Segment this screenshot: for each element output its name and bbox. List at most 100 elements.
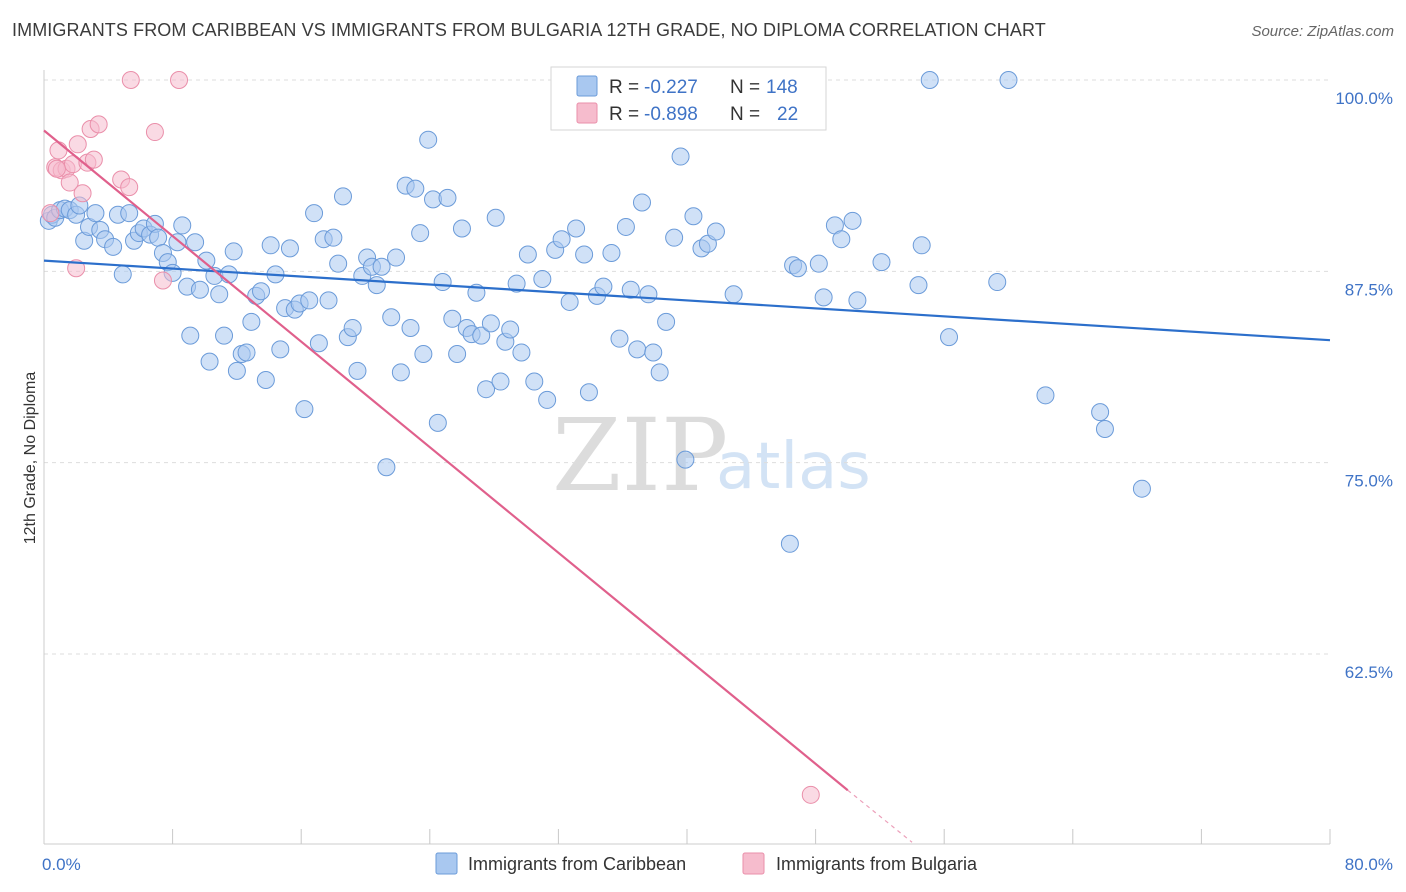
legend-r-value-caribbean: -0.227 (644, 77, 698, 98)
caribbean-point (343, 318, 362, 337)
y-tick-label: 100.0% (1335, 89, 1393, 108)
caribbean-point (481, 314, 500, 333)
caribbean-point (920, 71, 939, 89)
bulgaria-point (68, 135, 87, 154)
caribbean-point (261, 236, 280, 255)
caribbean-point (1095, 419, 1114, 438)
caribbean-point (377, 458, 396, 477)
bulgaria-trend-line (43, 129, 849, 792)
caribbean-point (428, 413, 447, 432)
caribbean-point (832, 230, 851, 249)
y-tick-label: 75.0% (1345, 472, 1393, 491)
caribbean-point (512, 343, 531, 362)
caribbean-point (650, 363, 669, 382)
caribbean-point (575, 245, 594, 264)
caribbean-point (448, 344, 467, 363)
bulgaria-point (121, 71, 140, 89)
caribbean-point (190, 280, 209, 299)
caribbean-point (472, 326, 491, 345)
caribbean-point (676, 450, 695, 469)
caribbean-point (348, 361, 367, 380)
caribbean-point (391, 363, 410, 382)
caribbean-point (518, 245, 537, 264)
bulgaria-point (47, 159, 66, 178)
y-tick-label: 87.5% (1345, 280, 1393, 299)
caribbean-point (295, 400, 314, 419)
caribbean-point (632, 193, 651, 212)
caribbean-point (988, 273, 1007, 292)
caribbean-point (113, 265, 132, 284)
caribbean-point (616, 217, 635, 236)
caribbean-point (200, 352, 219, 371)
caribbean-point (149, 228, 168, 247)
caribbean-point (671, 147, 690, 166)
series-legend-label-bulgaria: Immigrants from Bulgaria (776, 854, 978, 874)
caribbean-point (628, 340, 647, 359)
legend-n-label-caribbean: N = (730, 77, 760, 98)
caribbean-point (552, 230, 571, 249)
caribbean-point (477, 380, 496, 399)
bulgaria-point (89, 115, 108, 134)
caribbean-point (382, 308, 401, 327)
series-legend-label-caribbean: Immigrants from Caribbean (468, 854, 686, 874)
caribbean-point (809, 254, 828, 273)
watermark-zip: ZIP (552, 397, 728, 514)
series-legend-swatch-caribbean (435, 852, 458, 875)
watermark-atlas: atlas (716, 430, 871, 504)
caribbean-point (280, 239, 299, 258)
caribbean-point (579, 383, 598, 402)
caribbean-point (372, 257, 391, 276)
caribbean-point (319, 291, 338, 310)
legend-swatch-bulgaria (576, 102, 598, 124)
correlation-legend: R = -0.227 N = 148 R = -0.898 N = 22 (550, 66, 827, 131)
bulgaria-point (49, 141, 68, 160)
caribbean-point (367, 276, 386, 295)
caribbean-point (186, 233, 205, 252)
caribbean-point (237, 343, 256, 362)
caribbean-point (610, 329, 629, 348)
x-tick-labels: 0.0% 80.0% (42, 855, 1393, 874)
y-tick-labels: 100.0% 87.5% 75.0% 62.5% (1335, 89, 1393, 682)
caribbean-point (210, 285, 229, 304)
caribbean-point (300, 291, 319, 310)
caribbean-point (848, 291, 867, 310)
caribbean-point (594, 277, 613, 296)
x-ticks (172, 829, 1331, 844)
caribbean-point (406, 179, 425, 198)
caribbean-point (419, 130, 438, 149)
caribbean-point (1132, 479, 1151, 498)
bulgaria-point (41, 204, 60, 223)
bulgaria-points (41, 71, 820, 804)
caribbean-point (567, 219, 586, 238)
series-legend: Immigrants from Caribbean Immigrants fro… (435, 852, 978, 875)
chart-source: Source: ZipAtlas.com (1251, 23, 1394, 40)
caribbean-point (443, 309, 462, 328)
caribbean-point (411, 224, 430, 243)
legend-r-value-bulgaria: -0.898 (644, 104, 698, 125)
caribbean-point (684, 207, 703, 226)
caribbean-point (491, 372, 510, 391)
caribbean-point (872, 253, 891, 272)
watermark: ZIP atlas (552, 397, 871, 514)
caribbean-point (999, 71, 1018, 89)
caribbean-point (501, 320, 520, 339)
legend-swatch-caribbean (576, 75, 598, 97)
caribbean-point (533, 269, 552, 288)
y-axis-title: 12th Grade, No Diploma (22, 372, 39, 545)
caribbean-point (843, 211, 862, 230)
caribbean-point (224, 242, 243, 261)
legend-n-label-bulgaria: N = (730, 104, 760, 125)
caribbean-point (657, 312, 676, 331)
caribbean-point (271, 340, 290, 359)
bulgaria-point (120, 178, 139, 197)
caribbean-point (242, 312, 261, 331)
caribbean-point (507, 274, 526, 293)
caribbean-point (909, 276, 928, 295)
bulgaria-point (60, 173, 79, 192)
bulgaria-point (145, 123, 164, 142)
caribbean-point (219, 265, 238, 284)
caribbean-point (227, 361, 246, 380)
series-legend-swatch-bulgaria (742, 852, 765, 875)
caribbean-point (433, 273, 452, 292)
